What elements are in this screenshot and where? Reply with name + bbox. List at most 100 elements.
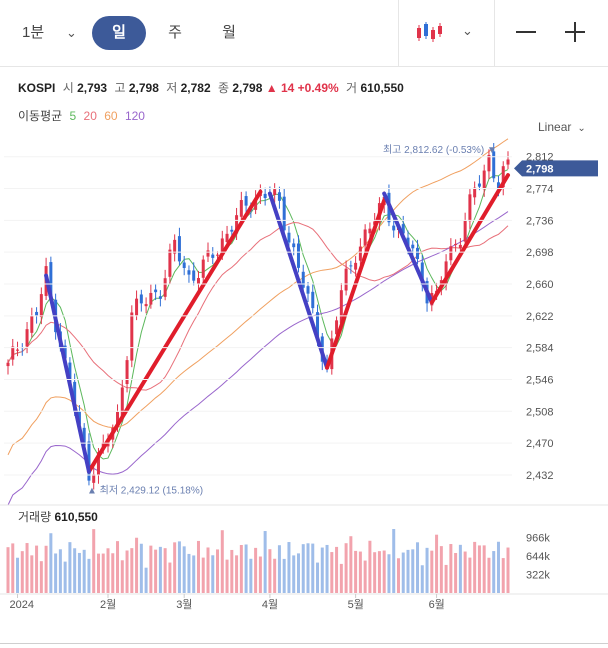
volume-bar (496, 541, 500, 593)
tab-week[interactable]: 주 (168, 24, 182, 41)
chart-toolbar: 1분 ⌄ 일 주 월 ⌄ (0, 0, 608, 67)
candle-body (416, 247, 420, 260)
volume-bar (130, 548, 134, 593)
volume-bar (263, 531, 267, 593)
trend-line-blue (267, 191, 330, 370)
candle-body (482, 170, 486, 190)
volume-bar (373, 552, 377, 593)
ma-5: 5 (69, 109, 77, 123)
candle-body (63, 345, 67, 359)
x-tick-label: 2월 (100, 598, 116, 611)
volume-bar (401, 552, 405, 593)
change-value: ▲ 14 (265, 81, 295, 95)
low-value: 2,782 (180, 81, 211, 95)
volume-bar (325, 544, 329, 593)
volume-tick-label: 644k (526, 551, 550, 563)
volume-bar (92, 529, 96, 593)
candle-body (182, 262, 186, 269)
candle-body (392, 225, 396, 231)
high-annotation: 최고 2,812.62 (-0.53%) ▼ (383, 144, 497, 156)
low-label: 저 (166, 81, 178, 95)
candle-body (487, 154, 491, 172)
zoom-out-button[interactable] (516, 31, 536, 33)
volume-tick-label: 322k (526, 570, 550, 582)
close-label: 종 (217, 81, 230, 95)
index-name: KOSPI (18, 81, 56, 95)
candle-body (235, 215, 239, 234)
candle-body (349, 265, 353, 267)
volume-bar (273, 558, 277, 593)
volume-bar (268, 549, 272, 593)
candle-body (77, 411, 81, 425)
volume-bar (306, 543, 310, 593)
volume-bar (439, 546, 443, 593)
y-tick-label: 2,546 (526, 374, 554, 386)
candle-body (306, 286, 310, 294)
current-price-label: 2,798 (526, 163, 554, 175)
ma-20-line (7, 221, 509, 391)
candle-body (358, 246, 362, 261)
volume-bar (449, 544, 453, 593)
volume-bar (225, 559, 229, 593)
period-dropdown[interactable]: 1분 ⌄ (22, 16, 82, 50)
candle-body (49, 262, 53, 297)
volume-value: 610,550 (360, 81, 404, 95)
volume-bar (239, 544, 243, 593)
tab-month[interactable]: 월 (222, 24, 236, 41)
volume-bar (135, 537, 139, 593)
volume-bar (501, 558, 505, 593)
volume-bar (96, 553, 100, 593)
bottom-divider (0, 643, 608, 644)
volume-bar (316, 562, 320, 593)
volume-bar (292, 555, 296, 593)
volume-bar (382, 550, 386, 593)
volume-bar (6, 547, 10, 593)
volume-bar (425, 547, 429, 593)
candle-body (473, 187, 477, 198)
volume-bar (11, 543, 15, 593)
chevron-down-icon: ⌄ (66, 25, 77, 40)
period-label: 1분 (22, 24, 45, 41)
candle-body (201, 259, 205, 278)
candle-body (87, 441, 91, 481)
chevron-down-icon[interactable]: ⌄ (462, 23, 473, 38)
tab-day[interactable]: 일 (92, 16, 146, 50)
volume-bar (258, 556, 262, 593)
scale-dropdown[interactable]: Linear ⌄ (538, 120, 586, 134)
candle-body (339, 290, 343, 324)
volume-bar (44, 545, 48, 593)
moving-average-legend[interactable]: 이동평균 5 20 60 120 (18, 107, 149, 124)
candle-body (130, 312, 134, 361)
x-tick-label: 6월 (429, 598, 445, 611)
chevron-down-icon: ⌄ (577, 123, 586, 134)
volume-bar (358, 551, 362, 593)
volume-bar (344, 543, 348, 593)
volume-bar (477, 545, 481, 593)
trend-line-blue (44, 273, 91, 474)
volume-bar (77, 552, 81, 593)
candle-body (301, 271, 305, 288)
ma-20: 20 (83, 109, 97, 123)
y-tick-label: 2,736 (526, 215, 554, 227)
candle-body (196, 278, 200, 284)
volume-bar (249, 558, 253, 593)
volume-bar (368, 540, 372, 593)
candle-body (25, 329, 29, 347)
candle-body (230, 229, 234, 232)
volume-bar (244, 544, 248, 593)
volume-bar (335, 546, 339, 593)
zoom-in-button[interactable] (565, 22, 585, 42)
current-price-tag (514, 160, 598, 177)
toolbar-divider (398, 0, 399, 66)
candle-body (168, 249, 172, 277)
candlestick-type-icon[interactable] (416, 20, 444, 44)
volume-bar (30, 555, 34, 593)
volume-bar (196, 540, 200, 593)
volume-bar (396, 558, 400, 593)
volume-bar (125, 550, 129, 593)
volume-bar (282, 558, 286, 593)
x-tick-label: 2024 (10, 599, 34, 611)
volume-bar (68, 542, 72, 593)
volume-bar (506, 547, 510, 593)
